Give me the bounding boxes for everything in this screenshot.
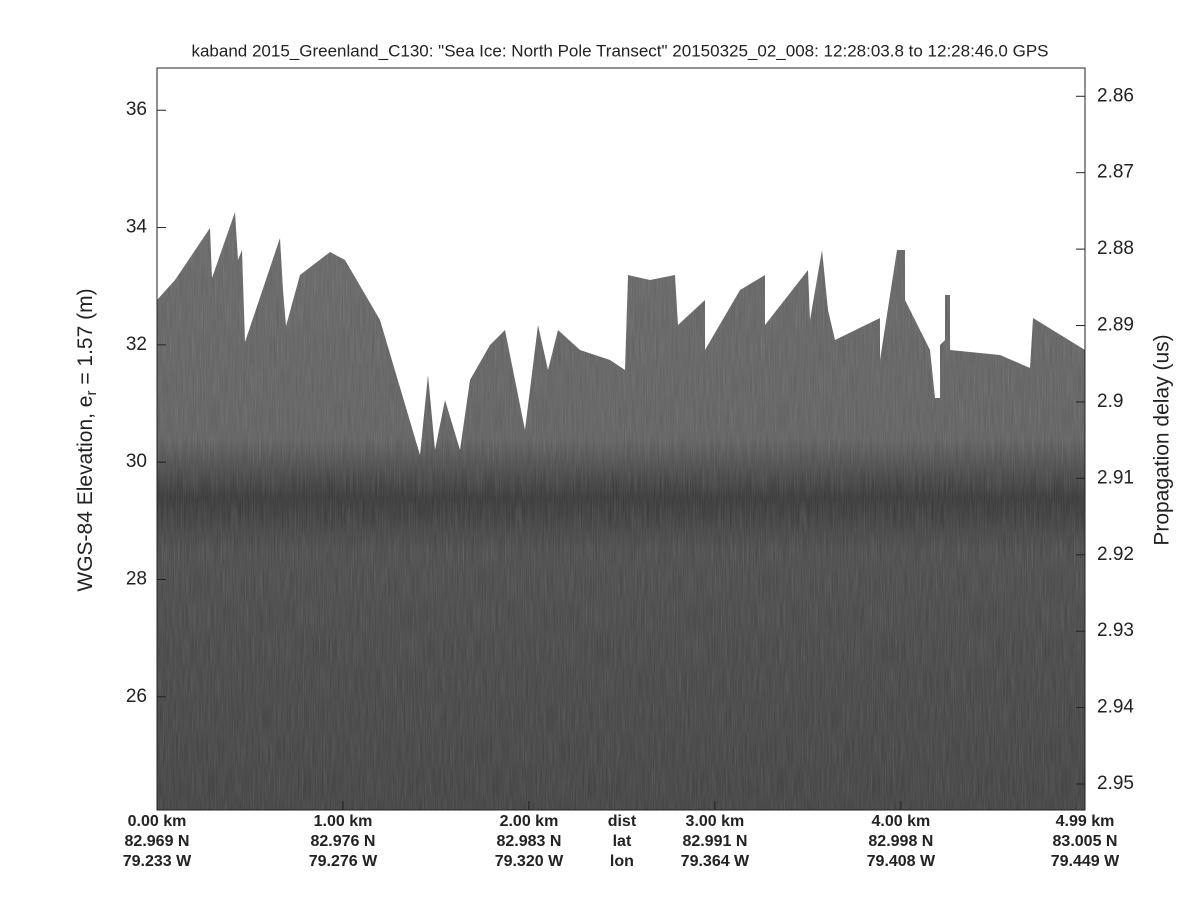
lon-label: 79.408 W	[867, 853, 936, 870]
y2-tick-label: 2.88	[1097, 238, 1134, 259]
lon-label: 79.276 W	[309, 853, 378, 870]
lon-label: 79.449 W	[1051, 853, 1120, 870]
y-tick-label: 28	[126, 568, 147, 589]
chart-title: kaband 2015_Greenland_C130: "Sea Ice: No…	[191, 41, 1048, 60]
lat-label: 83.005 N	[1053, 833, 1118, 850]
row-label: lat	[613, 833, 632, 850]
x-tick-label: 0.00 km	[128, 813, 187, 830]
echogram	[157, 68, 1085, 810]
row-label: lon	[610, 853, 634, 870]
x-tick-label: 2.00 km	[500, 813, 559, 830]
y2-tick-label: 2.89	[1097, 315, 1134, 336]
lat-label: 82.991 N	[682, 833, 747, 850]
lat-label: 82.983 N	[496, 833, 561, 850]
y-tick-label: 26	[126, 686, 147, 707]
y2-tick-label: 2.92	[1097, 544, 1134, 565]
y2-axis-label: Propagation delay (us)	[1151, 334, 1174, 545]
y-tick-label: 34	[126, 217, 148, 238]
lon-label: 79.320 W	[495, 853, 564, 870]
y2-tick-label: 2.91	[1097, 467, 1134, 488]
y-tick-label: 36	[126, 99, 147, 120]
row-label: dist	[608, 813, 637, 830]
y2-tick-label: 2.94	[1097, 697, 1134, 718]
x-tick-label: 4.99 km	[1056, 813, 1115, 830]
y-tick-label: 30	[126, 451, 147, 472]
y2-tick-label: 2.95	[1097, 773, 1134, 794]
lon-label: 79.233 W	[123, 853, 192, 870]
lat-label: 82.998 N	[868, 833, 933, 850]
x-tick-label: 4.00 km	[872, 813, 931, 830]
y2-tick-label: 2.9	[1097, 391, 1123, 412]
lat-label: 82.969 N	[125, 833, 190, 850]
lon-label: 79.364 W	[681, 853, 750, 870]
x-tick-label: 1.00 km	[314, 813, 373, 830]
y-axis-label: WGS-84 Elevation, er = 1.57 (m)	[74, 288, 100, 591]
lat-label: 82.976 N	[311, 833, 376, 850]
y2-tick-label: 2.86	[1097, 85, 1134, 106]
y-tick-label: 32	[126, 334, 147, 355]
x-tick-label: 3.00 km	[686, 813, 745, 830]
plot-frame	[156, 67, 1086, 811]
y2-tick-label: 2.87	[1097, 162, 1134, 183]
y2-tick-label: 2.93	[1097, 620, 1134, 641]
